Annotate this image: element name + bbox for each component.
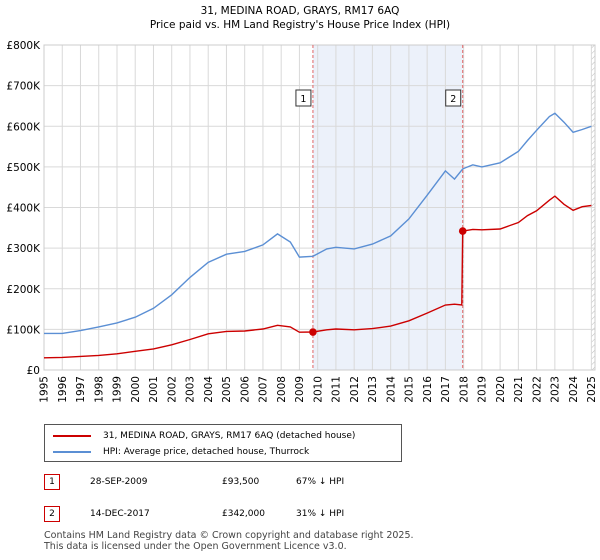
sale-point bbox=[458, 227, 467, 235]
legend: 31, MEDINA ROAD, GRAYS, RM17 6AQ (detach… bbox=[44, 424, 402, 462]
chart-subtitle: Price paid vs. HM Land Registry's House … bbox=[150, 19, 450, 31]
x-tick-label: 2024 bbox=[568, 376, 580, 403]
x-tick-label: 2014 bbox=[385, 376, 397, 403]
x-tick-label: 1998 bbox=[93, 376, 105, 403]
x-tick-label: 2025 bbox=[586, 376, 598, 403]
y-tick-label: £300K bbox=[6, 243, 41, 255]
sale-hpi-diff: 31% ↓ HPI bbox=[296, 509, 345, 519]
footer-line-2: This data is licensed under the Open Gov… bbox=[44, 541, 347, 552]
sale-marker-box bbox=[445, 89, 462, 107]
x-tick-label: 2012 bbox=[349, 376, 361, 403]
sale-marker-box bbox=[295, 89, 312, 107]
x-tick-label: 2005 bbox=[221, 376, 233, 403]
chart-title: 31, MEDINA ROAD, GRAYS, RM17 6AQ bbox=[201, 5, 400, 17]
x-tick-label: 2010 bbox=[312, 376, 324, 403]
footer: Contains HM Land Registry data © Crown c… bbox=[44, 530, 564, 552]
sale-price: £93,500 bbox=[222, 477, 260, 487]
sale-badge: 2 bbox=[44, 506, 60, 522]
x-tick-label: 2021 bbox=[513, 376, 525, 403]
x-tick-label: 2013 bbox=[367, 376, 379, 403]
x-tick-label: 2016 bbox=[422, 376, 434, 403]
y-tick-label: £400K bbox=[6, 203, 41, 215]
legend-label-property: 31, MEDINA ROAD, GRAYS, RM17 6AQ (detach… bbox=[103, 431, 356, 441]
hpi-line bbox=[44, 112, 592, 335]
legend-item-property: 31, MEDINA ROAD, GRAYS, RM17 6AQ (detach… bbox=[53, 428, 355, 444]
sale-date: 28-SEP-2009 bbox=[90, 477, 148, 487]
sale-badge: 1 bbox=[44, 474, 60, 490]
table-row: 1 28-SEP-2009 £93,500 67% ↓ HPI bbox=[44, 474, 444, 494]
y-tick-label: £600K bbox=[6, 121, 41, 133]
property-price-line bbox=[43, 195, 592, 359]
y-tick-label: £500K bbox=[6, 162, 41, 174]
footer-line-1: Contains HM Land Registry data © Crown c… bbox=[44, 530, 414, 541]
legend-swatch-hpi bbox=[53, 451, 91, 453]
plot-border bbox=[43, 44, 596, 371]
x-tick-label: 1995 bbox=[39, 376, 51, 403]
x-tick-label: 2019 bbox=[477, 376, 489, 403]
x-tick-label: 2018 bbox=[458, 376, 470, 403]
x-tick-label: 2006 bbox=[239, 376, 251, 403]
sale-marker-label: 2 bbox=[450, 94, 456, 105]
x-tick-label: 2009 bbox=[294, 376, 306, 403]
x-tick-label: 2022 bbox=[531, 376, 543, 403]
x-tick-label: 2023 bbox=[550, 376, 562, 403]
y-tick-label: £800K bbox=[6, 40, 41, 52]
sale-date: 14-DEC-2017 bbox=[90, 509, 150, 519]
x-tick-label: 2004 bbox=[203, 376, 215, 403]
x-tick-label: 2020 bbox=[495, 376, 507, 403]
y-tick-label: £100K bbox=[6, 324, 41, 336]
legend-label-hpi: HPI: Average price, detached house, Thur… bbox=[103, 447, 310, 457]
x-tick-label: 2007 bbox=[258, 376, 270, 403]
x-tick-label: 2015 bbox=[404, 376, 416, 403]
sale-marker-label: 1 bbox=[300, 94, 306, 105]
x-tick-label: 2002 bbox=[166, 376, 178, 403]
y-tick-label: £700K bbox=[6, 81, 41, 93]
legend-swatch-property bbox=[53, 435, 91, 437]
x-tick-label: 2008 bbox=[276, 376, 288, 403]
x-tick-label: 2001 bbox=[148, 376, 160, 403]
x-tick-label: 2000 bbox=[130, 376, 142, 403]
x-tick-label: 2011 bbox=[331, 376, 343, 403]
table-row: 2 14-DEC-2017 £342,000 31% ↓ HPI bbox=[44, 506, 444, 526]
x-tick-label: 1999 bbox=[112, 376, 124, 403]
legend-item-hpi: HPI: Average price, detached house, Thur… bbox=[53, 444, 309, 460]
x-tick-label: 1997 bbox=[75, 376, 87, 403]
x-tick-label: 2003 bbox=[185, 376, 197, 403]
y-tick-label: £200K bbox=[6, 284, 41, 296]
x-tick-label: 1996 bbox=[57, 376, 69, 403]
y-tick-label: £0 bbox=[27, 365, 40, 377]
sale-point bbox=[309, 328, 317, 336]
price-chart: 31, MEDINA ROAD, GRAYS, RM17 6AQ Price p… bbox=[6, 5, 598, 403]
sale-price: £342,000 bbox=[222, 509, 265, 519]
plot-area: £0 £100K £200K £300K £400K £500K £600K £700K £80… bbox=[6, 40, 598, 403]
sale-hpi-diff: 67% ↓ HPI bbox=[296, 477, 345, 487]
x-tick-label: 2017 bbox=[440, 376, 452, 403]
